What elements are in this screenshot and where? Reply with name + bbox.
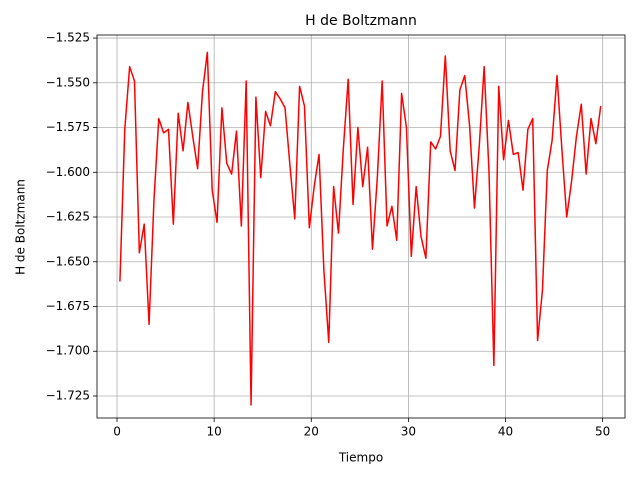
y-tick-label: −1.675 [46,299,90,313]
y-tick-label: −1.725 [46,388,90,402]
data-line [119,51,602,406]
chart-title: H de Boltzmann [305,13,417,29]
x-axis-label: Tiempo [338,451,383,465]
x-tick-label: 50 [595,425,610,439]
y-tick-label: −1.525 [46,31,90,45]
y-axis-label: H de Boltzmann [14,179,28,275]
x-tick-label: 0 [113,425,121,439]
y-tick-label: −1.700 [46,344,90,358]
y-tick-label: −1.550 [46,75,90,89]
y-tick-label: −1.625 [46,210,90,224]
y-tick-label: −1.650 [46,254,90,268]
y-tick-label: −1.600 [46,165,90,179]
x-tick-label: 30 [401,425,416,439]
x-tick-label: 40 [498,425,513,439]
x-tick-label: 20 [304,425,319,439]
x-tick-label: 10 [206,425,221,439]
y-tick-label: −1.575 [46,120,90,134]
plot-frame [96,34,626,419]
